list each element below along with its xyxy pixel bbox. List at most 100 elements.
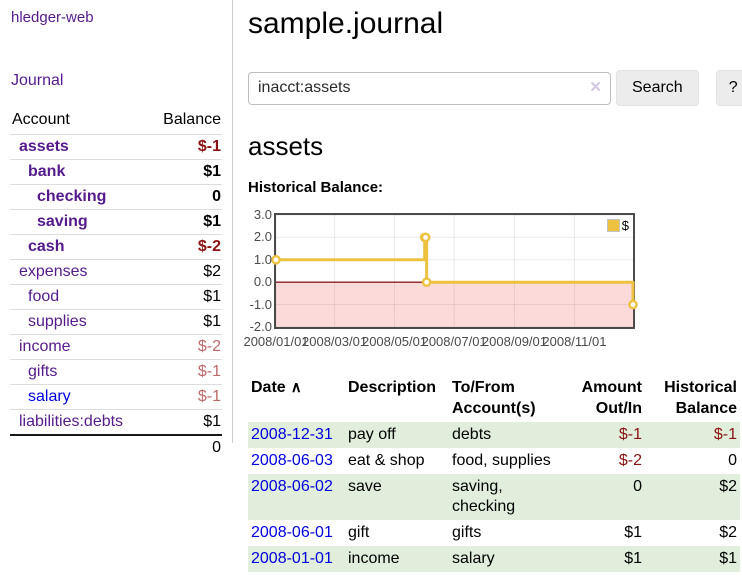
transaction-description: save <box>348 478 382 495</box>
x-axis-tick-label: 2008/01/01 <box>243 334 309 349</box>
y-axis-tick-label: 0.0 <box>253 274 272 290</box>
sidebar: hledger-web Journal Account Balance asse… <box>0 0 233 460</box>
accounts-table-body: assets $-1 bank $1 checking 0 saving $1 cash $-2 e… <box>10 134 222 435</box>
account-balance: $1 <box>147 209 222 235</box>
col-header-description[interactable]: Description <box>348 379 437 396</box>
y-axis-tick-label: 1.0 <box>253 251 272 267</box>
transaction-date-link[interactable]: 2008-06-01 <box>251 524 333 541</box>
col-header-balance[interactable]: Historical Balance <box>664 379 737 417</box>
account-row: cash $-2 <box>10 234 222 260</box>
account-link[interactable]: expenses <box>19 263 88 280</box>
account-link[interactable]: income <box>19 338 71 355</box>
account-link[interactable]: gifts <box>28 363 58 380</box>
y-axis-tick-label: 3.0 <box>253 207 272 222</box>
search-form: ✕ Search ? <box>248 70 742 106</box>
register-table-body: 2008-12-31 pay off debts $-1 $-1 2008-06-03 ea… <box>248 422 740 572</box>
account-link[interactable]: food <box>28 288 60 305</box>
account-row: income $-2 <box>10 334 222 360</box>
x-axis-tick-label: 2008/09/01 <box>481 334 548 349</box>
register-row: 2008-06-03 eat & shop food, supplies $-2 0 <box>248 448 740 474</box>
accounts-total-spacer <box>10 434 148 460</box>
account-balance: $1 <box>147 309 222 335</box>
transaction-date-link[interactable]: 2008-06-02 <box>251 478 333 495</box>
transaction-accounts: saving, checking <box>452 478 516 515</box>
clear-search-icon[interactable]: ✕ <box>589 78 602 96</box>
sidebar-item-journal[interactable]: Journal <box>11 72 64 89</box>
account-link[interactable]: bank <box>28 163 66 180</box>
register-header-row: Date ∧ Description To/From Account(s) Amo… <box>248 375 740 422</box>
legend-swatch <box>606 219 620 232</box>
transaction-date-link[interactable]: 2008-06-03 <box>251 452 333 469</box>
y-axis-tick-label: 2.0 <box>253 229 272 245</box>
accounts-total-row: 0 <box>10 434 222 460</box>
chart-legend: $ <box>605 218 630 233</box>
register-row: 2008-12-31 pay off debts $-1 $-1 <box>248 422 740 448</box>
chart-plot-area: $ <box>271 213 638 329</box>
data-point-marker <box>628 299 638 310</box>
accounts-header-row: Account Balance <box>10 111 222 135</box>
account-balance: $1 <box>147 159 222 185</box>
accounts-header-account: Account <box>12 111 70 128</box>
negative-region <box>276 282 633 327</box>
account-row: salary $-1 <box>10 384 222 410</box>
x-axis-tick-label: 2008/07/01 <box>421 334 487 349</box>
account-balance: $-1 <box>147 384 222 410</box>
data-point-marker <box>420 232 431 243</box>
transaction-date-link[interactable]: 2008-01-01 <box>251 550 333 567</box>
register-row: 2008-06-01 gift gifts $1 $2 <box>248 520 740 546</box>
accounts-total-value: 0 <box>147 434 222 460</box>
account-row: gifts $-1 <box>10 359 222 385</box>
account-link[interactable]: cash <box>28 238 65 255</box>
transaction-balance: $1 <box>719 550 737 567</box>
col-header-accounts[interactable]: To/From Account(s) <box>452 379 536 417</box>
account-row: liabilities:debts $1 <box>10 409 222 435</box>
register-row: 2008-06-02 save saving, checking 0 $2 <box>248 474 740 520</box>
transaction-amount: $-1 <box>618 426 642 443</box>
col-header-date[interactable]: Date ∧ <box>251 379 302 396</box>
search-input-wrap: ✕ <box>248 71 611 105</box>
transaction-description: eat & shop <box>348 452 425 469</box>
data-point-marker <box>271 255 281 265</box>
account-balance: $1 <box>147 409 222 435</box>
transaction-description: pay off <box>348 426 396 443</box>
chart-canvas <box>271 214 638 328</box>
accounts-header-balance: Balance <box>163 111 221 128</box>
page-title: sample.journal <box>248 7 444 40</box>
chart-label: Historical Balance: <box>248 179 384 196</box>
account-link[interactable]: liabilities:debts <box>19 413 124 430</box>
sort-ascending-icon: ∧ <box>290 379 302 396</box>
account-link[interactable]: supplies <box>28 313 87 330</box>
col-header-amount[interactable]: Amount Out/In <box>581 379 642 417</box>
account-balance: $1 <box>147 284 222 310</box>
account-link[interactable]: salary <box>28 388 71 405</box>
y-axis-tick-label: -1.0 <box>249 296 272 312</box>
register-table: Date ∧ Description To/From Account(s) Amo… <box>248 375 740 572</box>
transaction-accounts: salary <box>452 550 495 567</box>
main-content: sample.journal ✕ Search ? assets Histori… <box>233 0 742 582</box>
help-button[interactable]: ? <box>715 70 742 106</box>
y-axis-tick-label: -2.0 <box>249 319 272 334</box>
accounts-table: Account Balance assets $-1 bank $1 checking 0… <box>10 111 222 460</box>
data-point-marker <box>421 277 432 287</box>
account-row: saving $1 <box>10 209 222 235</box>
transaction-description: gift <box>348 524 370 541</box>
account-balance: $-1 <box>147 134 222 160</box>
transaction-balance: $2 <box>719 478 737 495</box>
account-row: food $1 <box>10 284 222 310</box>
transaction-accounts: gifts <box>452 524 482 541</box>
x-axis-tick-label: 2008/03/01 <box>302 334 368 349</box>
account-balance: $-1 <box>147 359 222 385</box>
account-link[interactable]: checking <box>37 188 107 205</box>
account-link[interactable]: assets <box>19 138 69 155</box>
x-axis-tick-label: 2008/05/01 <box>361 334 428 349</box>
balance-chart: $ 3.0 2.0 1.0 0.0 -1.0 -2.0 2008/01/01 2008/03/… <box>243 207 648 354</box>
search-input[interactable] <box>248 71 611 105</box>
transaction-date-link[interactable]: 2008-12-31 <box>251 426 333 443</box>
account-row: bank $1 <box>10 159 222 185</box>
account-link[interactable]: saving <box>37 213 88 230</box>
account-balance: $2 <box>147 259 222 285</box>
transaction-amount: $1 <box>624 524 642 541</box>
app-brand-link[interactable]: hledger-web <box>11 9 94 26</box>
x-axis-tick-label: 2008/11/01 <box>542 334 607 349</box>
search-button[interactable]: Search <box>616 70 699 106</box>
